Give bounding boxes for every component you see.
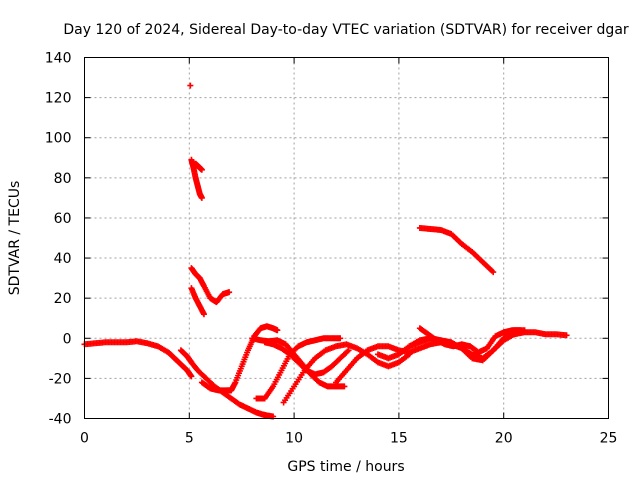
data-point — [198, 194, 205, 201]
x-tick-label: 20 — [495, 431, 513, 447]
y-tick-label: 60 — [54, 211, 72, 227]
x-tick-label: 25 — [600, 431, 618, 447]
grid-layer — [84, 57, 609, 419]
data-point — [344, 348, 351, 355]
chart-title: Day 120 of 2024, Sidereal Day-to-day VTE… — [63, 22, 629, 38]
x-tick-label: 10 — [285, 431, 303, 447]
y-tick-label: -40 — [49, 412, 72, 428]
data-point — [345, 347, 352, 354]
series-arc-g — [333, 339, 444, 386]
series-spike — [187, 82, 194, 89]
x-tick-label: 0 — [80, 431, 89, 447]
series-arc-c — [253, 335, 344, 402]
series-baseline — [81, 338, 195, 380]
data-point — [187, 82, 194, 89]
series-mid-a — [188, 265, 233, 306]
x-tick-label: 5 — [185, 431, 194, 447]
series-mid-b — [188, 285, 207, 318]
series-tail — [511, 329, 570, 339]
ticks-layer: 0 5 10 15 20 25 -40 -20 0 20 40 60 80 100 120 140 — [45, 51, 618, 447]
y-axis-label: SDTVAR / TECUs — [7, 181, 23, 296]
y-tick-label: 20 — [54, 291, 72, 307]
series-late — [416, 224, 497, 276]
data-point — [188, 373, 195, 380]
data-point — [274, 327, 281, 334]
x-axis-label: GPS time / hours — [287, 459, 404, 475]
plot-frame — [84, 57, 609, 419]
data-point — [490, 269, 497, 276]
data-point — [200, 311, 207, 318]
y-tick-label: 40 — [54, 251, 72, 267]
series-arc-b — [198, 323, 281, 394]
y-tick-label: 0 — [63, 331, 72, 347]
data-point — [198, 166, 205, 173]
points-layer — [81, 82, 570, 420]
y-tick-label: 140 — [45, 51, 72, 67]
y-tick-label: 100 — [45, 131, 72, 147]
y-tick-label: -20 — [49, 371, 72, 387]
data-point — [337, 335, 344, 342]
series-upper-b — [192, 160, 205, 173]
series-arc-e — [261, 339, 352, 378]
y-tick-label: 80 — [54, 171, 72, 187]
data-point — [341, 383, 348, 390]
data-point — [563, 332, 570, 339]
data-point — [226, 289, 233, 296]
series-arc-a — [177, 347, 277, 420]
series-arc-j — [416, 325, 524, 356]
x-tick-label: 15 — [390, 431, 408, 447]
y-tick-label: 120 — [45, 91, 72, 107]
